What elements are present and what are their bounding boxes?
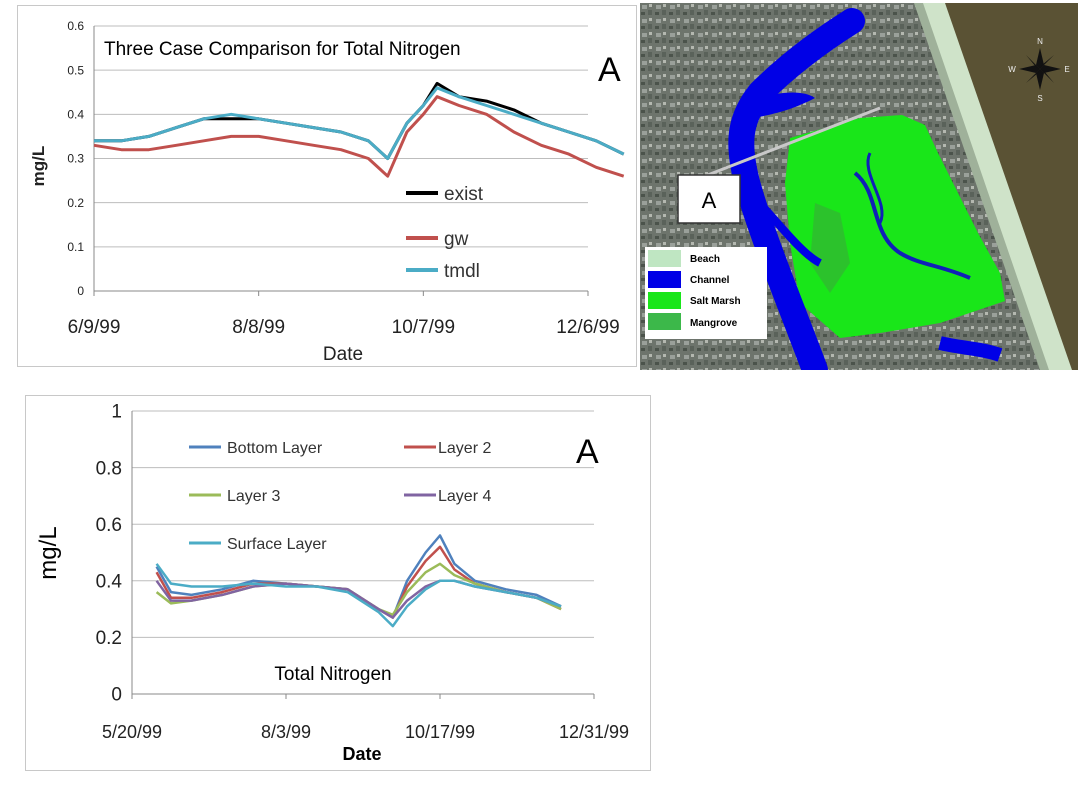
x-tick-label: 10/7/99 bbox=[392, 317, 455, 338]
x-tick-label: 8/3/99 bbox=[261, 722, 311, 742]
x-tick-labels: 5/20/99 8/3/99 10/17/99 12/31/99 bbox=[102, 722, 629, 742]
legend-label-exist: exist bbox=[444, 184, 484, 205]
legend-swatch-mangrove bbox=[648, 313, 681, 330]
legend-label-beach: Beach bbox=[690, 254, 720, 265]
channel bbox=[728, 8, 865, 370]
chart-panel-layers: 0 0.2 0.4 0.6 0.8 1 5/20/99 8/3/99 10/17/99 12/3… bbox=[25, 395, 651, 771]
legend-label-layer-3: Layer 3 bbox=[227, 488, 280, 505]
gridlines bbox=[93, 25, 589, 296]
y-axis-label: mg/L bbox=[29, 146, 48, 187]
y-tick-label: 0.4 bbox=[96, 571, 123, 592]
y-tick-label: 0.5 bbox=[67, 63, 84, 77]
legend-label-bottom-layer: Bottom Layer bbox=[227, 440, 323, 457]
y-tick-label: 0.2 bbox=[67, 196, 84, 210]
y-tick-labels: 0 0.1 0.2 0.3 0.4 0.5 0.6 bbox=[67, 19, 84, 298]
panel-label: A bbox=[576, 433, 599, 471]
y-tick-label: 0 bbox=[77, 284, 84, 298]
y-tick-label: 0.2 bbox=[96, 628, 122, 649]
legend: exist gw tmdl bbox=[406, 184, 484, 282]
legend-swatch-channel bbox=[648, 271, 681, 288]
x-tick-label: 5/20/99 bbox=[102, 722, 162, 742]
chart-panel-three-case: 0 0.1 0.2 0.3 0.4 0.5 0.6 6/9/99 8/8/99 10/7/99 1… bbox=[17, 5, 637, 367]
series-lines bbox=[155, 534, 562, 628]
y-tick-label: 1 bbox=[111, 402, 122, 423]
legend-label-mangrove: Mangrove bbox=[690, 318, 738, 329]
legend-label-channel: Channel bbox=[690, 275, 730, 286]
series-line-gw bbox=[93, 95, 625, 178]
land-cover-map: N E S W A Beach Channel Salt Marsh Mangr… bbox=[640, 3, 1078, 370]
legend-swatch-salt-marsh bbox=[648, 292, 681, 309]
legend-swatch-beach bbox=[648, 250, 681, 267]
map-panel: N E S W A Beach Channel Salt Marsh Mangr… bbox=[640, 3, 1078, 370]
bridge bbox=[699, 106, 881, 180]
compass-w: W bbox=[1008, 65, 1016, 74]
layers-chart: 0 0.2 0.4 0.6 0.8 1 5/20/99 8/3/99 10/17/99 12/3… bbox=[35, 402, 629, 764]
x-tick-label: 12/6/99 bbox=[556, 317, 619, 338]
compass-s: S bbox=[1037, 94, 1042, 103]
y-tick-label: 0.4 bbox=[67, 108, 84, 122]
series-line-layer-2 bbox=[155, 545, 562, 619]
legend-label-gw: gw bbox=[444, 229, 469, 250]
panel-label: A bbox=[598, 51, 621, 89]
gridlines bbox=[131, 410, 595, 699]
x-tick-label: 10/17/99 bbox=[405, 722, 475, 742]
legend: Bottom Layer Layer 2 Layer 3 Layer 4 Sur… bbox=[189, 440, 491, 553]
compass-rose-icon: N E S W bbox=[1008, 37, 1069, 103]
three-case-chart: 0 0.1 0.2 0.3 0.4 0.5 0.6 6/9/99 8/8/99 10/7/99 1… bbox=[29, 19, 625, 365]
x-axis-label: Date bbox=[342, 744, 381, 764]
x-tick-label: 12/31/99 bbox=[559, 722, 629, 742]
x-tick-label: 6/9/99 bbox=[68, 317, 121, 338]
x-tick-labels: 6/9/99 8/8/99 10/7/99 12/6/99 bbox=[68, 317, 620, 338]
x-axis-label: Date bbox=[323, 344, 363, 365]
legend-label-salt-marsh: Salt Marsh bbox=[690, 296, 741, 307]
series-line-bottom-layer bbox=[155, 534, 562, 619]
map-panel-label: A bbox=[702, 188, 717, 213]
series-line-surface-layer bbox=[155, 563, 562, 628]
y-tick-label: 0.6 bbox=[96, 515, 122, 536]
series-lines bbox=[93, 81, 625, 178]
y-axis-label: mg/L bbox=[35, 526, 62, 579]
beach-strip bbox=[922, 3, 1072, 370]
y-tick-label: 0 bbox=[111, 685, 122, 706]
map-legend: Beach Channel Salt Marsh Mangrove bbox=[645, 247, 767, 339]
compass-e: E bbox=[1064, 65, 1069, 74]
legend-label-layer-2: Layer 2 bbox=[438, 440, 491, 457]
y-tick-label: 0.1 bbox=[67, 240, 84, 254]
x-tick-label: 8/8/99 bbox=[232, 317, 285, 338]
map-label-box bbox=[677, 174, 741, 224]
salt-marsh-area bbox=[785, 115, 1005, 338]
y-tick-label: 0.6 bbox=[67, 19, 84, 33]
legend-label-surface-layer: Surface Layer bbox=[227, 536, 327, 553]
series-line-tmdl bbox=[94, 86, 625, 160]
chart-title: Three Case Comparison for Total Nitrogen bbox=[104, 39, 461, 60]
y-tick-label: 0.3 bbox=[67, 152, 84, 166]
y-tick-label: 0.8 bbox=[96, 458, 122, 479]
legend-label-layer-4: Layer 4 bbox=[438, 488, 491, 505]
chart-title: Total Nitrogen bbox=[274, 664, 391, 685]
legend-label-tmdl: tmdl bbox=[444, 261, 480, 282]
y-tick-labels: 0 0.2 0.4 0.6 0.8 1 bbox=[96, 402, 123, 706]
compass-n: N bbox=[1037, 37, 1043, 46]
